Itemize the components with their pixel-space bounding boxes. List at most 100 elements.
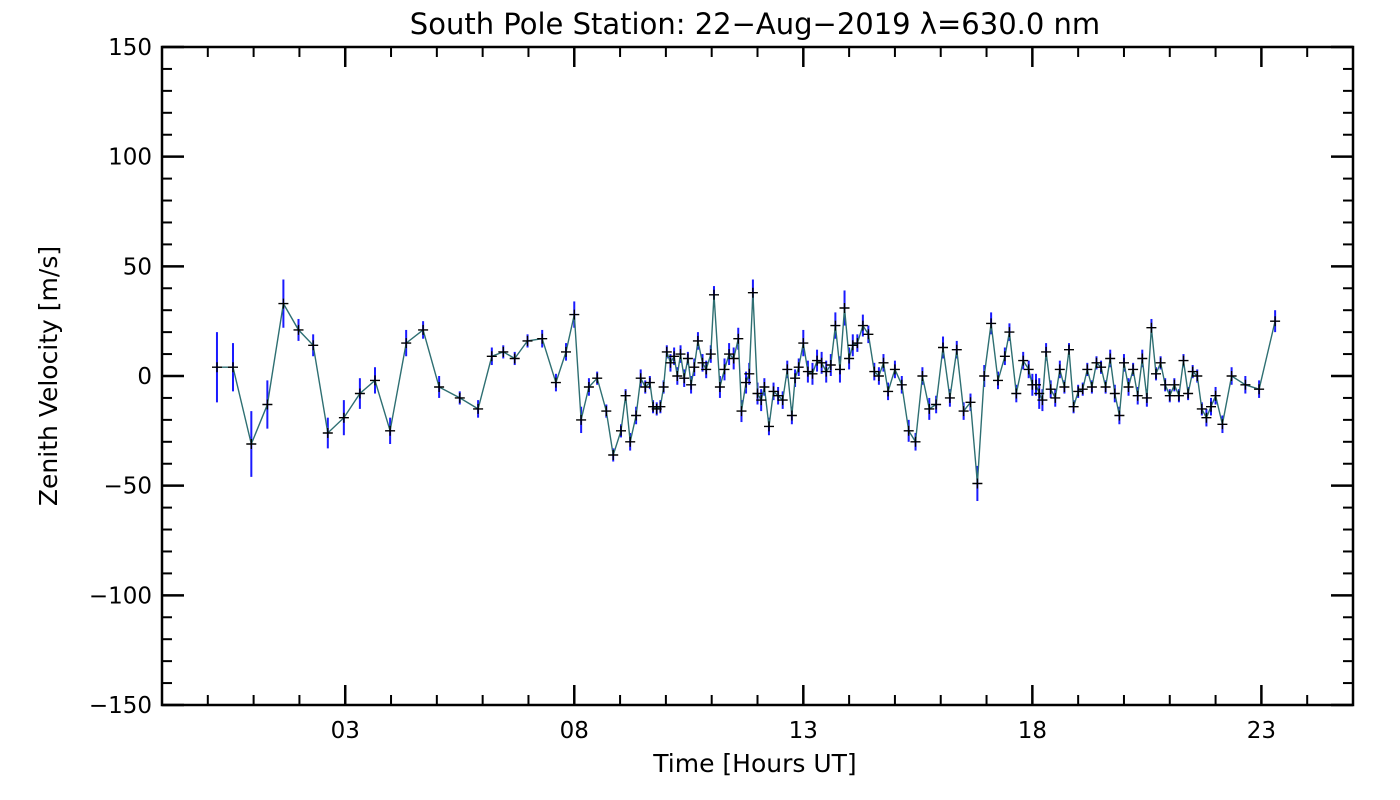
data-point xyxy=(1082,364,1093,375)
data-point xyxy=(522,335,533,346)
data-point xyxy=(576,414,587,425)
data-point xyxy=(1018,355,1029,366)
data-point xyxy=(790,373,801,384)
data-point xyxy=(1011,388,1022,399)
data-point xyxy=(1023,364,1034,375)
data-point xyxy=(697,357,708,368)
y-tick-label: 50 xyxy=(123,254,152,280)
data-point xyxy=(844,353,855,364)
y-tick-label: 150 xyxy=(108,35,152,61)
data-point xyxy=(768,386,779,397)
y-axis-label: Zenith Velocity [m/s] xyxy=(34,246,63,506)
data-point xyxy=(354,388,365,399)
data-point xyxy=(1270,316,1281,327)
data-point xyxy=(434,382,445,392)
data-point xyxy=(561,346,571,357)
data-point xyxy=(620,390,631,401)
data-point xyxy=(669,351,680,362)
data-point xyxy=(1240,379,1251,390)
x-axis-label: Time [Hours UT] xyxy=(652,749,856,778)
plot-frame xyxy=(160,45,1355,707)
data-point xyxy=(1034,388,1045,399)
data-point xyxy=(631,410,642,421)
data-point xyxy=(370,375,380,386)
data-point xyxy=(816,357,827,368)
data-point xyxy=(616,425,626,436)
data-point xyxy=(635,373,646,384)
data-point-markers xyxy=(212,287,1281,489)
y-tick-label: −50 xyxy=(103,474,152,500)
data-point xyxy=(1169,379,1180,390)
data-point xyxy=(658,382,669,392)
data-point xyxy=(1160,379,1171,390)
data-point xyxy=(1187,366,1198,377)
data-point xyxy=(979,371,990,381)
data-point xyxy=(665,357,676,368)
data-point xyxy=(1114,410,1125,421)
data-point xyxy=(759,382,770,392)
axis-ticks xyxy=(161,45,1354,707)
data-point xyxy=(747,287,758,298)
chart-title: South Pole Station: 22−Aug−2019 λ=630.0 … xyxy=(410,7,1100,41)
data-point xyxy=(917,371,928,381)
y-tick-label: 100 xyxy=(108,145,152,171)
data-point xyxy=(777,395,788,406)
data-point xyxy=(1050,392,1061,403)
data-point xyxy=(1086,382,1097,392)
data-point xyxy=(228,362,238,373)
data-point xyxy=(705,349,716,360)
data-point xyxy=(807,368,818,379)
data-point xyxy=(924,403,935,414)
data-point xyxy=(972,478,983,489)
data-point xyxy=(608,450,619,460)
data-point xyxy=(1146,322,1157,333)
data-point xyxy=(322,428,333,438)
data-point xyxy=(401,338,412,349)
data-point xyxy=(1031,379,1041,390)
data-point xyxy=(883,386,894,397)
data-point xyxy=(212,362,222,373)
data-point xyxy=(569,309,580,320)
data-point xyxy=(724,349,735,360)
data-point xyxy=(741,377,751,388)
data-point xyxy=(1068,401,1079,412)
data-point xyxy=(821,366,832,377)
data-point xyxy=(958,406,969,417)
data-point xyxy=(752,388,763,399)
data-point xyxy=(903,425,914,436)
data-point xyxy=(473,403,484,414)
data-point xyxy=(537,333,548,344)
data-point xyxy=(709,289,719,300)
data-point xyxy=(675,349,686,360)
data-point xyxy=(1054,364,1065,375)
data-point xyxy=(825,360,836,370)
data-point xyxy=(852,338,863,349)
y-tick-label: −150 xyxy=(89,693,152,719)
data-point xyxy=(878,357,889,368)
data-point xyxy=(583,382,594,392)
data-point xyxy=(863,329,874,340)
data-point xyxy=(1226,371,1237,381)
data-point xyxy=(782,364,793,375)
data-point xyxy=(498,346,509,357)
data-point xyxy=(786,410,797,421)
data-point xyxy=(938,342,948,353)
data-point xyxy=(951,344,962,355)
data-point xyxy=(385,425,396,436)
data-point xyxy=(847,340,858,351)
data-point xyxy=(1254,384,1265,395)
data-point xyxy=(869,366,880,377)
data-point xyxy=(308,340,319,351)
error-bars xyxy=(215,279,1277,502)
data-point xyxy=(1077,384,1088,395)
x-tick-label: 18 xyxy=(1018,718,1047,744)
data-point xyxy=(1141,392,1152,403)
tick-labels: 150 100 50 0 −50 −100 −150 03 08 13 18 23 xyxy=(89,35,1276,744)
data-point xyxy=(993,375,1003,386)
data-point xyxy=(1155,357,1166,368)
data-point xyxy=(733,333,744,344)
data-point xyxy=(262,399,273,410)
data-point xyxy=(1059,382,1070,392)
data-point xyxy=(728,353,739,364)
